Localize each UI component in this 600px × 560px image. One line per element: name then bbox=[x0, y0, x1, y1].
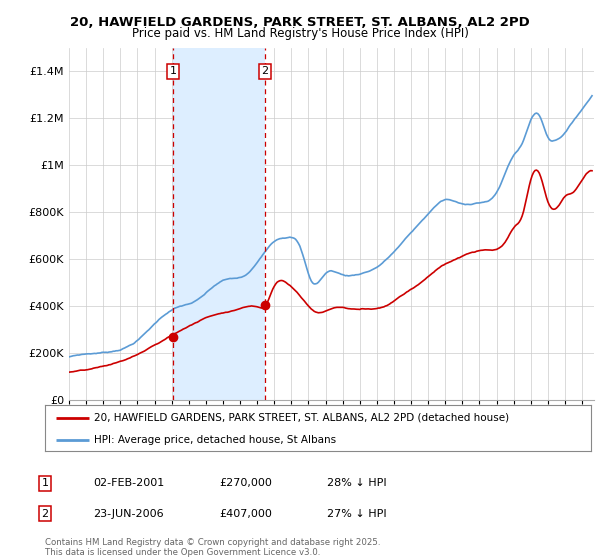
Text: Contains HM Land Registry data © Crown copyright and database right 2025.
This d: Contains HM Land Registry data © Crown c… bbox=[45, 538, 380, 557]
Text: 27% ↓ HPI: 27% ↓ HPI bbox=[327, 508, 386, 519]
Text: HPI: Average price, detached house, St Albans: HPI: Average price, detached house, St A… bbox=[94, 435, 336, 445]
Text: 2: 2 bbox=[41, 508, 49, 519]
Text: 2: 2 bbox=[262, 67, 269, 76]
Text: Price paid vs. HM Land Registry's House Price Index (HPI): Price paid vs. HM Land Registry's House … bbox=[131, 27, 469, 40]
Text: 23-JUN-2006: 23-JUN-2006 bbox=[93, 508, 164, 519]
Text: £407,000: £407,000 bbox=[219, 508, 272, 519]
Text: 20, HAWFIELD GARDENS, PARK STREET, ST. ALBANS, AL2 2PD (detached house): 20, HAWFIELD GARDENS, PARK STREET, ST. A… bbox=[94, 413, 509, 423]
Text: 28% ↓ HPI: 28% ↓ HPI bbox=[327, 478, 386, 488]
Text: 1: 1 bbox=[169, 67, 176, 76]
Bar bbox=[173, 48, 265, 400]
Text: 02-FEB-2001: 02-FEB-2001 bbox=[93, 478, 164, 488]
Text: 20, HAWFIELD GARDENS, PARK STREET, ST. ALBANS, AL2 2PD: 20, HAWFIELD GARDENS, PARK STREET, ST. A… bbox=[70, 16, 530, 29]
Text: £270,000: £270,000 bbox=[219, 478, 272, 488]
Text: 1: 1 bbox=[41, 478, 49, 488]
